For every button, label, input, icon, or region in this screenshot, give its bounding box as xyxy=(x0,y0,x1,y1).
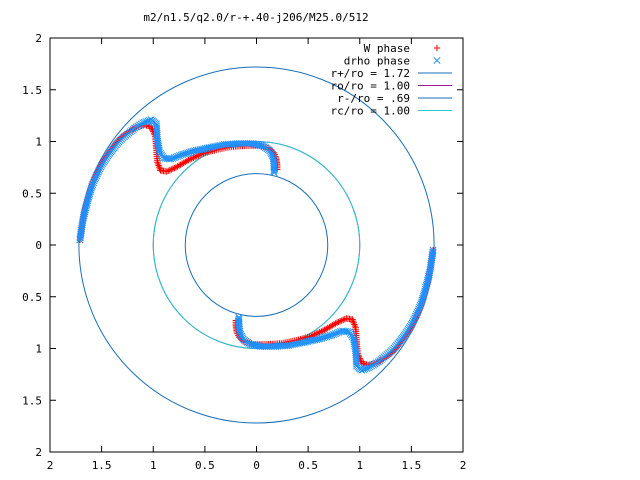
w-phase-point xyxy=(322,325,330,333)
w-phase-point xyxy=(183,157,191,165)
legend-label: drho phase xyxy=(344,55,410,68)
drho-phase-point xyxy=(408,319,416,327)
circle-series-1 xyxy=(152,141,361,349)
drho-phase-point xyxy=(87,184,95,192)
y-tick-label: 1 xyxy=(35,136,42,149)
drho-phase-point xyxy=(88,182,96,190)
w-phase-point xyxy=(336,318,344,325)
y-tick-label: 1.5 xyxy=(22,84,42,97)
x-tick-label: 2 xyxy=(47,459,54,472)
drho-phase-point xyxy=(92,172,101,180)
y-tick-label: 0.5 xyxy=(22,187,42,200)
axis-ticks: 2 1.5 1 0.5 0 0.5 1 1.5 221.510.500.511.52 xyxy=(22,32,466,472)
w-phase-point xyxy=(165,167,172,175)
x-tick-label: 0.5 xyxy=(298,459,318,472)
drho-phase-point xyxy=(95,166,103,175)
drho-phase-point xyxy=(97,163,105,171)
w-phase-point xyxy=(343,315,350,322)
x-tick-label: 2 xyxy=(460,459,467,472)
w-phase-point xyxy=(338,317,345,324)
x-tick-label: 0 xyxy=(253,459,260,472)
drho-phase-point xyxy=(416,301,424,310)
drho-phase-point xyxy=(93,170,101,178)
drho-phase-point xyxy=(89,179,98,187)
drho-phase-point xyxy=(412,310,421,318)
x-tick-label: 1 xyxy=(356,459,363,472)
w-phase-point xyxy=(169,165,177,172)
drho-phase-point xyxy=(409,317,417,325)
y-tick-label: 1 xyxy=(35,343,42,356)
drho-phase-point xyxy=(414,307,422,315)
x-tick-label: 1.5 xyxy=(401,459,421,472)
drho-phase-point xyxy=(413,309,421,317)
drho-phase-point xyxy=(235,317,243,325)
drho-phase-point xyxy=(235,315,243,323)
drho-phase-point xyxy=(415,305,423,313)
x-tick-label: 0.5 xyxy=(195,459,215,472)
drho-phase-point xyxy=(270,165,278,173)
x-tick-label: 1 xyxy=(150,459,157,472)
w-phase-point xyxy=(340,316,347,324)
legend-marker xyxy=(433,44,441,52)
drho-phase-point xyxy=(412,312,420,320)
circle-series-0 xyxy=(78,66,435,424)
reference-circles xyxy=(78,66,435,424)
drho-phase-point xyxy=(270,168,278,177)
legend-label: ro/ro = 1.00 xyxy=(331,80,410,93)
w-phase-point xyxy=(171,164,178,172)
drho-phase-point xyxy=(89,180,97,189)
drho-phase-point xyxy=(411,314,419,322)
circle-series-2 xyxy=(184,173,329,317)
legend-label: r-/ro = .69 xyxy=(337,92,410,105)
y-tick-label: 0 xyxy=(35,239,42,252)
w-phase-point xyxy=(168,166,175,173)
legend-label: r+/ro = 1.72 xyxy=(331,67,410,80)
legend-label: rc/ro = 1.00 xyxy=(331,105,410,118)
legend-marker xyxy=(433,56,441,65)
drho-phase-point xyxy=(270,167,278,175)
circle-series-3 xyxy=(152,141,361,349)
drho-phase-point xyxy=(235,313,243,322)
drho-phase-point xyxy=(96,165,104,173)
drho-phase-point xyxy=(90,177,98,185)
drho-phase-point xyxy=(91,175,99,183)
w-phase-point xyxy=(341,315,348,323)
drho-phase-point xyxy=(94,168,102,176)
phase-markers xyxy=(76,116,437,374)
drho-phase-point xyxy=(359,366,368,374)
drho-phase-point xyxy=(410,315,418,324)
y-tick-label: 1.5 xyxy=(22,394,42,407)
chart-title: m2/n1.5/q2.0/r-+.40-j206/M25.0/512 xyxy=(143,11,368,24)
drho-phase-point xyxy=(417,300,425,308)
x-tick-label: 1.5 xyxy=(92,459,112,472)
legend-label: W phase xyxy=(364,42,410,55)
y-tick-label: 2 xyxy=(35,446,42,459)
drho-phase-point xyxy=(92,173,100,181)
w-phase-point xyxy=(163,168,170,175)
y-tick-label: 2 xyxy=(35,32,42,45)
drho-phase-point xyxy=(145,116,154,124)
drho-phase-point xyxy=(415,303,424,311)
drho-phase-point xyxy=(418,298,426,306)
y-tick-label: 0.5 xyxy=(22,291,42,304)
plot-frame xyxy=(49,37,464,453)
w-phase-point xyxy=(335,318,342,326)
w-phase-point xyxy=(166,166,173,174)
